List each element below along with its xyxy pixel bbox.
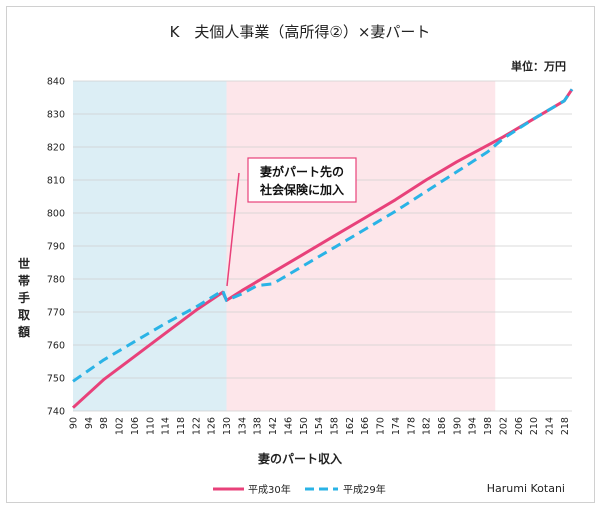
x-tick-98: 98	[99, 417, 110, 429]
legend-label-h29: 平成29年	[343, 483, 386, 496]
x-tick-102: 102	[115, 417, 126, 435]
x-tick-218: 218	[560, 417, 571, 435]
x-tick-118: 118	[176, 417, 187, 435]
y-tick-830: 830	[47, 110, 65, 121]
x-tick-162: 162	[345, 417, 356, 435]
y-tick-840: 840	[47, 77, 65, 88]
x-tick-110: 110	[145, 417, 156, 435]
x-tick-146: 146	[283, 417, 294, 435]
x-tick-138: 138	[253, 417, 264, 435]
y-tick-760: 760	[47, 341, 65, 352]
x-tick-94: 94	[84, 417, 95, 429]
x-tick-166: 166	[360, 417, 371, 435]
annotation-line-1: 妻がパート先の	[260, 164, 344, 179]
x-tick-214: 214	[544, 417, 555, 435]
y-tick-800: 800	[47, 209, 65, 220]
x-tick-190: 190	[452, 417, 463, 435]
x-axis-label: 妻のパート収入	[258, 451, 342, 466]
x-tick-186: 186	[437, 417, 448, 435]
series-line-h30	[71, 88, 574, 409]
x-tick-154: 154	[314, 417, 325, 435]
x-tick-198: 198	[483, 417, 494, 435]
annotation-pointer	[226, 172, 240, 287]
y-tick-810: 810	[47, 176, 65, 187]
x-tick-150: 150	[299, 417, 310, 435]
x-tick-182: 182	[422, 417, 433, 435]
y-tick-790: 790	[47, 242, 65, 253]
y-axis-label: 世帯手取額	[17, 256, 30, 339]
annotation-line-2: 社会保険に加入	[259, 182, 344, 197]
annotation: 妻がパート先の 社会保険に加入	[226, 157, 357, 287]
y-tick-750: 750	[47, 374, 65, 385]
y-tick-770: 770	[47, 308, 65, 319]
x-tick-114: 114	[161, 417, 172, 435]
x-tick-206: 206	[514, 417, 525, 435]
x-tick-202: 202	[498, 417, 509, 435]
x-tick-194: 194	[468, 417, 479, 435]
x-tick-178: 178	[406, 417, 417, 435]
series-line-h29	[72, 88, 574, 383]
annotation-box	[247, 157, 357, 203]
x-tick-122: 122	[191, 417, 202, 435]
x-tick-labels: 90 94 98 102 106 110 114 118 122 126 130 134 138 142 1…	[69, 417, 571, 435]
credit-text: Harumi Kotani	[487, 482, 565, 495]
x-tick-106: 106	[130, 417, 141, 435]
x-tick-158: 158	[330, 417, 341, 435]
y-tick-780: 780	[47, 275, 65, 286]
x-tick-134: 134	[237, 417, 248, 435]
x-tick-126: 126	[207, 417, 218, 435]
x-tick-170: 170	[376, 417, 387, 435]
x-tick-142: 142	[268, 417, 279, 435]
x-tick-174: 174	[391, 417, 402, 435]
legend: 平成30年 平成29年	[213, 483, 386, 496]
unit-label: 単位：万円	[511, 59, 566, 73]
y-tick-820: 820	[47, 143, 65, 154]
x-tick-130: 130	[222, 417, 233, 435]
x-tick-210: 210	[529, 417, 540, 435]
y-tick-740: 740	[47, 407, 65, 418]
chart-title: K 夫個人事業（高所得②）×妻パート	[170, 23, 431, 41]
series-lines	[71, 88, 574, 409]
legend-label-h30: 平成30年	[248, 483, 291, 496]
gridlines	[73, 80, 572, 412]
y-tick-labels: 740 750 760 770 780 790 800 810 820 830 840	[47, 77, 65, 418]
x-tick-90: 90	[69, 417, 80, 429]
